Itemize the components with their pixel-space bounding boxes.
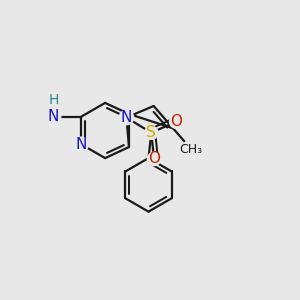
Circle shape <box>145 126 158 139</box>
Circle shape <box>46 110 61 124</box>
Text: N: N <box>121 110 132 125</box>
Circle shape <box>169 115 183 128</box>
Circle shape <box>74 137 88 152</box>
Text: N: N <box>76 137 87 152</box>
Text: O: O <box>148 152 160 166</box>
Text: H: H <box>48 93 59 107</box>
Circle shape <box>48 94 60 106</box>
Text: S: S <box>146 125 156 140</box>
Text: N: N <box>48 109 59 124</box>
Circle shape <box>119 110 134 125</box>
Text: O: O <box>170 114 182 129</box>
Text: CH₃: CH₃ <box>180 143 203 156</box>
Circle shape <box>182 140 200 158</box>
Circle shape <box>147 152 161 166</box>
